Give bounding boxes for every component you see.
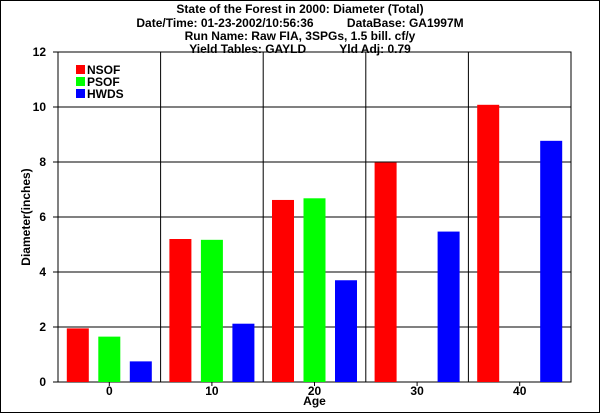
- bar-nsof-40: [477, 104, 500, 383]
- bar-nsof-30: [374, 162, 397, 382]
- bar-hwds-30: [437, 231, 460, 382]
- x-tick-label: 40: [513, 384, 527, 398]
- y-tick-label: 4: [39, 265, 46, 279]
- legend-swatch-hwds: [76, 89, 85, 98]
- legend-label-hwds: HWDS: [87, 87, 124, 101]
- bar-psof-10: [200, 239, 223, 382]
- bar-nsof-0: [66, 328, 89, 382]
- bar-hwds-40: [540, 140, 563, 382]
- y-tick-label: 12: [33, 45, 47, 59]
- x-tick-label: 30: [410, 384, 424, 398]
- x-axis-label: Age: [303, 394, 326, 408]
- bar-nsof-10: [169, 239, 192, 382]
- y-tick-label: 6: [39, 210, 46, 224]
- y-axis-label: Diameter(inches): [19, 168, 33, 265]
- legend-swatch-psof: [76, 77, 85, 86]
- datetime-label: Date/Time: 01-23-2002/10:56:36: [136, 16, 314, 30]
- y-tick-label: 8: [39, 155, 46, 169]
- legend-label-psof: PSOF: [87, 75, 120, 89]
- database-label: DataBase: GA1997M: [346, 16, 464, 30]
- chart-title: State of the Forest in 2000: Diameter (T…: [176, 2, 424, 16]
- x-tick-label: 10: [205, 384, 219, 398]
- legend-swatch-nsof: [76, 65, 85, 74]
- header-meta-line: Date/Time: 01-23-2002/10:56:36 DataBase:…: [0, 16, 600, 30]
- y-tick-label: 0: [39, 375, 46, 389]
- bar-hwds-0: [129, 361, 152, 382]
- bar-psof-0: [98, 336, 121, 382]
- bar-nsof-20: [272, 199, 294, 382]
- y-tick-label: 10: [33, 100, 47, 114]
- bar-psof-20: [303, 198, 326, 382]
- legend-label-nsof: NSOF: [87, 63, 120, 77]
- bar-hwds-10: [232, 323, 255, 382]
- x-tick-label: 20: [308, 384, 322, 398]
- x-tick-label: 0: [106, 384, 113, 398]
- run-name-label: Run Name: Raw FIA, 3SPGs, 1.5 bill. cf/y: [184, 29, 416, 43]
- y-tick-label: 2: [39, 320, 46, 334]
- bar-hwds-20: [335, 280, 357, 382]
